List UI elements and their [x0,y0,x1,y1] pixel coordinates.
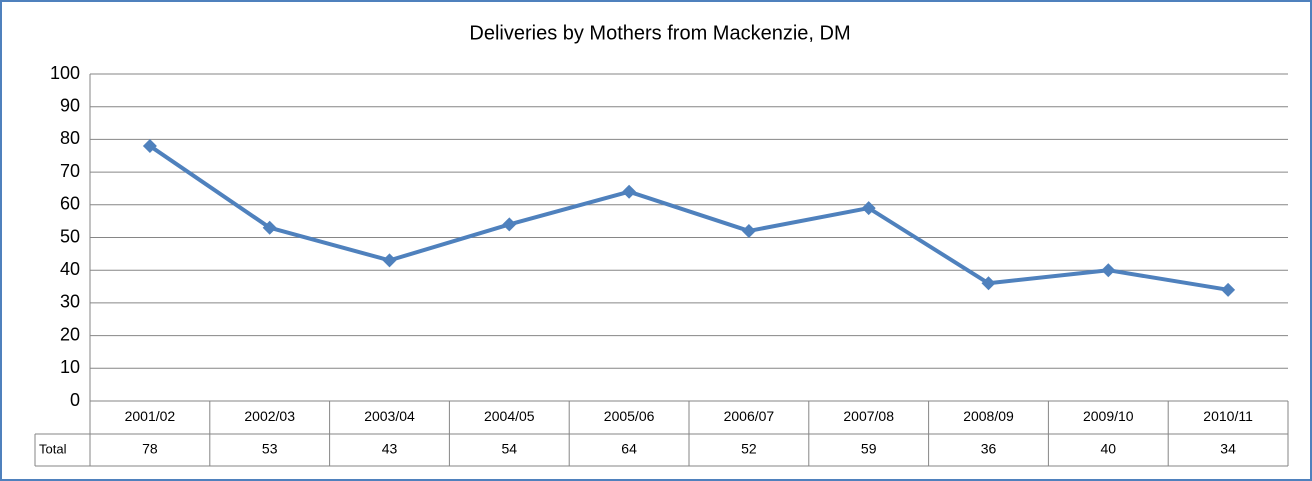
y-tick-label: 100 [50,63,80,83]
table-value: 43 [382,441,398,457]
y-tick-label: 80 [60,128,80,148]
y-tick-label: 70 [60,161,80,181]
x-tick-label: 2008/09 [963,408,1014,424]
y-tick-label: 90 [60,95,80,115]
table-value: 78 [142,441,158,457]
x-tick-label: 2010/11 [1203,408,1253,424]
x-tick-label: 2005/06 [604,408,655,424]
table-value: 64 [621,441,637,457]
y-tick-label: 10 [60,357,80,377]
point-marker [1101,263,1116,278]
point-marker [262,220,277,235]
x-tick-label: 2003/04 [364,408,415,424]
y-tick-label: 40 [60,259,80,279]
legend-label: Total [39,441,67,456]
series-line [148,144,1229,292]
y-tick-label: 20 [60,324,80,344]
point-marker [622,184,637,199]
table-value: 54 [502,441,518,457]
point-marker [142,138,157,153]
y-tick-label: 50 [60,226,80,246]
y-tick-label: 0 [70,390,80,410]
y-tick-label: 30 [60,292,80,312]
table-value: 34 [1220,441,1236,457]
point-marker [861,201,876,216]
point-marker [502,217,517,232]
table-value: 36 [981,441,997,457]
table-value: 53 [262,441,278,457]
table-value: 59 [861,441,877,457]
x-tick-label: 2001/02 [125,408,176,424]
point-marker [1221,282,1236,297]
chart-title: Deliveries by Mothers from Mackenzie, DM [469,22,850,44]
point-marker [382,253,397,268]
point-marker [981,276,996,291]
x-tick-label: 2006/07 [724,408,775,424]
x-tick-label: 2002/03 [244,408,295,424]
table-value: 40 [1101,441,1117,457]
x-tick-label: 2004/05 [484,408,535,424]
table-value: 52 [741,441,757,457]
point-marker [741,223,756,238]
x-tick-label: 2007/08 [843,408,894,424]
y-tick-label: 60 [60,194,80,214]
x-tick-label: 2009/10 [1083,408,1134,424]
